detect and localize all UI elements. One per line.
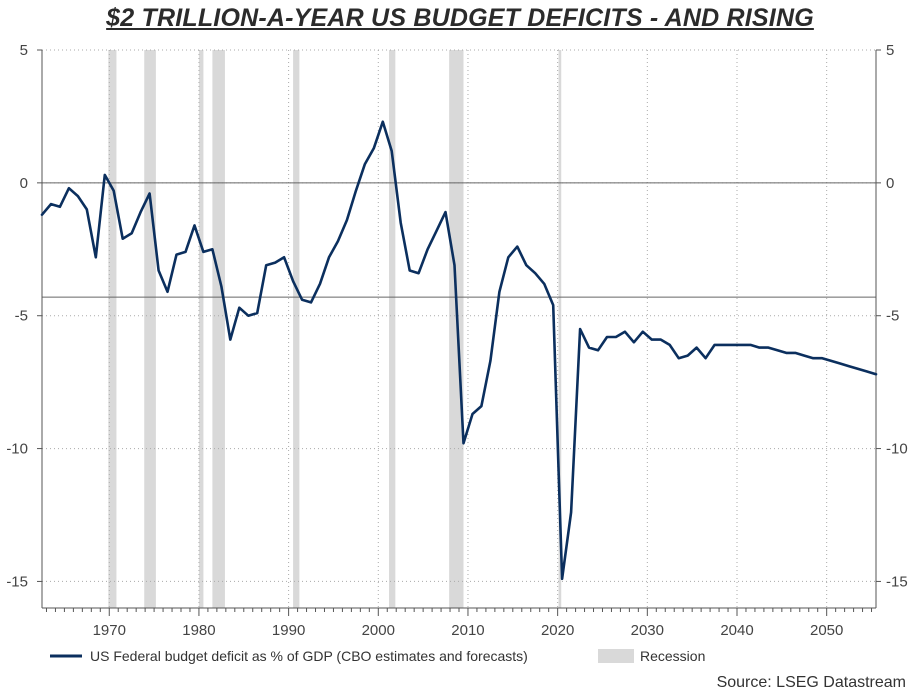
series-layer [40, 120, 878, 581]
recession-band-3 [212, 50, 225, 608]
recession-band-4 [293, 50, 300, 608]
x-tick-label-2: 1990 [272, 622, 305, 639]
recession-band-6 [449, 50, 464, 608]
y-tick-label-right-3: -10 [886, 441, 908, 458]
y-tick-label-left-4: -15 [6, 573, 28, 590]
y-tick-label-left-0: 5 [20, 42, 28, 59]
recession-band-1 [144, 50, 156, 608]
recession-band-7 [558, 50, 562, 608]
y-tick-label-left-3: -10 [6, 441, 28, 458]
legend-label-deficit: US Federal budget deficit as % of GDP (C… [90, 648, 528, 664]
y-tick-label-right-1: 0 [886, 175, 894, 192]
y-tick-label-right-4: -15 [886, 573, 908, 590]
y-tick-label-left-2: -5 [15, 308, 28, 325]
x-tick-label-3: 2000 [362, 622, 395, 639]
chart-title: $2 TRILLION-A-YEAR US BUDGET DEFICITS - … [106, 4, 814, 32]
y-tick-label-right-0: 5 [886, 42, 894, 59]
x-tick-label-1: 1980 [182, 622, 215, 639]
x-tick-label-6: 2030 [631, 622, 664, 639]
legend-label-recession: Recession [640, 648, 705, 664]
legend-recession-swatch [598, 649, 634, 663]
recession-band-5 [389, 50, 396, 608]
y-tick-label-right-2: -5 [886, 308, 899, 325]
x-tick-label-5: 2020 [541, 622, 574, 639]
x-tick-label-0: 1970 [93, 622, 126, 639]
recession-band-0 [108, 50, 117, 608]
series-line-deficit [40, 120, 878, 581]
x-tick-label-7: 2040 [720, 622, 753, 639]
axes: 5 5 0 0 -5 -5 -10 -10 -15 -15 1970 1980 1990 2000 2010… [6, 42, 907, 639]
recession-band-2 [198, 50, 204, 608]
recession-bands [108, 50, 562, 608]
reference-lines [42, 182, 876, 298]
x-tick-label-4: 2010 [451, 622, 484, 639]
y-tick-label-left-1: 0 [20, 175, 28, 192]
source-label: Source: LSEG Datastream [717, 674, 906, 691]
x-tick-label-8: 2050 [810, 622, 843, 639]
legend: US Federal budget deficit as % of GDP (C… [50, 648, 705, 664]
